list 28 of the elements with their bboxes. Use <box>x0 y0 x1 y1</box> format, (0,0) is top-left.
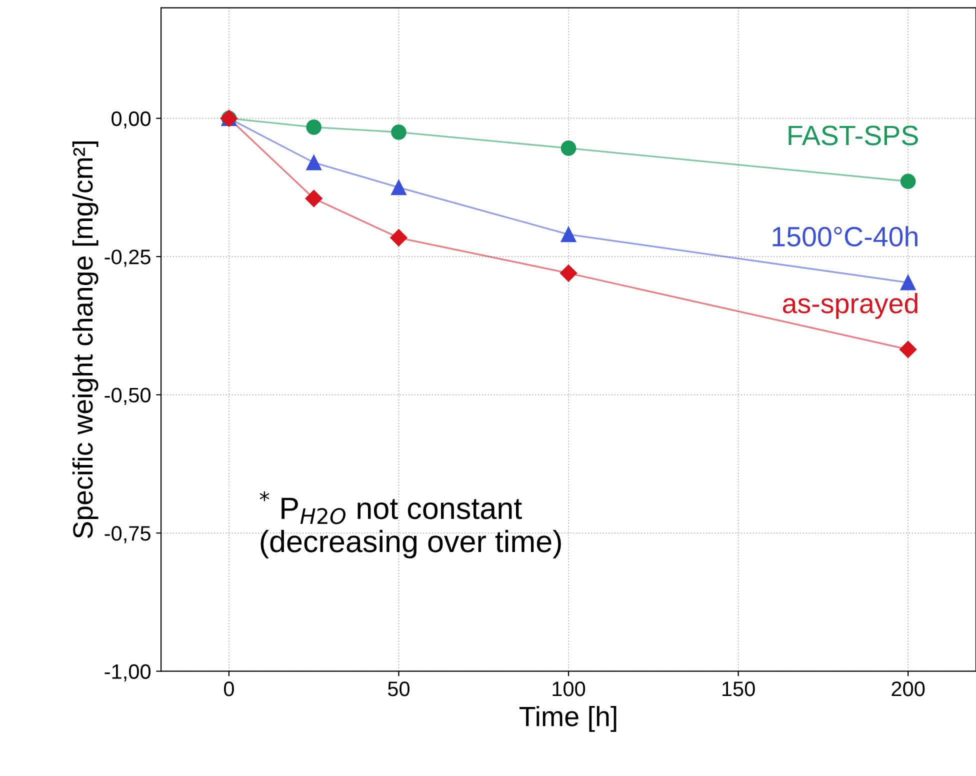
point <box>305 190 322 208</box>
y-tick-label: -1,00 <box>104 664 151 682</box>
point <box>391 124 406 140</box>
x-axis-title: Time [h] <box>520 706 616 732</box>
y-tick-label: -0,25 <box>104 250 150 267</box>
x-tick-label: 150 <box>722 682 755 696</box>
y-tick-label: -0,50 <box>104 388 151 406</box>
point <box>900 174 916 190</box>
point <box>390 229 408 246</box>
y-tick-label: -0,75 <box>104 526 150 544</box>
x-tick-label: 0 <box>224 682 234 696</box>
point <box>306 120 322 135</box>
x-tick-label: 100 <box>552 682 586 696</box>
point <box>900 340 917 358</box>
point <box>560 140 576 156</box>
series-label: FAST-SPS <box>788 126 918 146</box>
y-axis-title: Specific weight change [mg/cm²] <box>72 142 98 538</box>
x-tick-label: 200 <box>892 682 925 696</box>
point <box>900 274 916 290</box>
annotation: $^{*}$ P$_{H2O}$ not constant (decreasing over time) <box>260 491 561 558</box>
series-label: 1500°C-40h <box>772 226 918 247</box>
point <box>306 154 322 170</box>
point <box>560 226 576 242</box>
y-tick-label: 0,00 <box>112 111 151 129</box>
point <box>391 180 406 196</box>
point <box>560 264 578 282</box>
series-label: as-sprayed <box>782 293 918 319</box>
x-tick-label: 50 <box>388 682 410 696</box>
